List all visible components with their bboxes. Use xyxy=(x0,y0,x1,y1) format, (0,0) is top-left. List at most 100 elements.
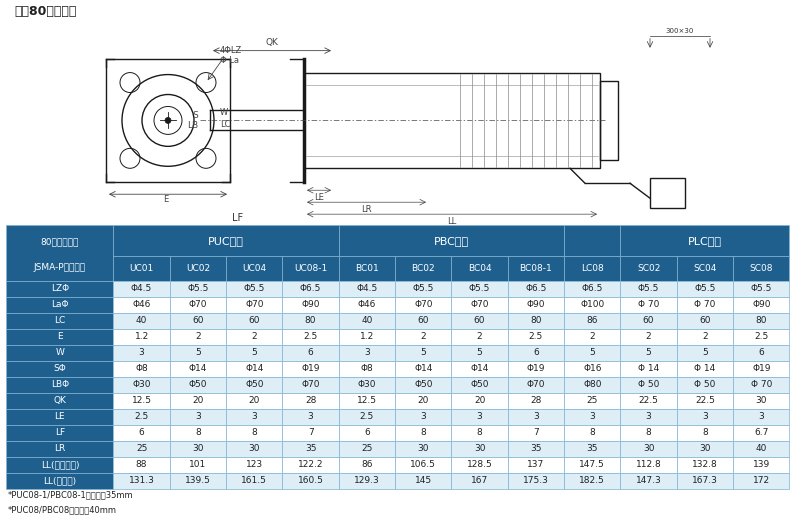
Text: 8: 8 xyxy=(252,428,257,437)
Text: 88: 88 xyxy=(136,461,147,469)
Text: Φ5.5: Φ5.5 xyxy=(694,284,716,293)
Text: 60: 60 xyxy=(418,316,429,325)
Bar xyxy=(170,393,226,409)
Text: 129.3: 129.3 xyxy=(354,476,380,485)
Bar xyxy=(282,393,339,409)
Bar xyxy=(226,457,282,473)
Bar xyxy=(282,361,339,377)
Text: 2: 2 xyxy=(589,333,595,341)
Bar xyxy=(339,409,395,425)
Text: LR: LR xyxy=(55,444,66,453)
Bar xyxy=(508,377,564,393)
Text: LL: LL xyxy=(448,217,456,226)
Bar xyxy=(677,297,733,313)
Text: Φ70: Φ70 xyxy=(527,380,545,390)
Text: 112.8: 112.8 xyxy=(636,461,661,469)
Text: 86: 86 xyxy=(586,316,598,325)
Text: 60: 60 xyxy=(248,316,260,325)
Text: 7: 7 xyxy=(533,428,539,437)
Text: 35: 35 xyxy=(305,444,316,453)
Bar xyxy=(677,393,733,409)
Bar xyxy=(620,329,677,345)
Bar xyxy=(339,256,395,281)
Text: QK: QK xyxy=(54,396,66,405)
Text: 80: 80 xyxy=(305,316,316,325)
Text: LR: LR xyxy=(361,205,372,214)
Bar xyxy=(733,256,789,281)
Bar xyxy=(113,361,170,377)
Text: 80框以下系列: 80框以下系列 xyxy=(40,238,79,247)
Text: 139.5: 139.5 xyxy=(185,476,211,485)
Text: 28: 28 xyxy=(305,396,316,405)
Text: 167.3: 167.3 xyxy=(692,476,718,485)
Text: Φ 14: Φ 14 xyxy=(638,364,659,373)
Bar xyxy=(282,473,339,489)
Bar xyxy=(508,473,564,489)
Bar xyxy=(620,281,677,297)
Text: Φ14: Φ14 xyxy=(471,364,489,373)
Bar xyxy=(452,313,508,329)
Text: Φ5.5: Φ5.5 xyxy=(187,284,209,293)
Bar xyxy=(564,441,620,457)
Text: 6: 6 xyxy=(138,428,145,437)
Text: Φ 50: Φ 50 xyxy=(694,380,716,390)
Text: Φ4.5: Φ4.5 xyxy=(356,284,377,293)
Text: E: E xyxy=(164,195,168,204)
Text: Φ 70: Φ 70 xyxy=(751,380,772,390)
Bar xyxy=(733,409,789,425)
Text: 22.5: 22.5 xyxy=(638,396,659,405)
Text: Φ6.5: Φ6.5 xyxy=(300,284,321,293)
Text: 160.5: 160.5 xyxy=(297,476,324,485)
Text: 2: 2 xyxy=(252,333,257,341)
Text: 6: 6 xyxy=(364,428,370,437)
Text: Φ70: Φ70 xyxy=(245,300,263,309)
Text: 3: 3 xyxy=(645,412,652,421)
Bar xyxy=(113,225,339,256)
Bar xyxy=(452,297,508,313)
Text: Φ14: Φ14 xyxy=(189,364,207,373)
Bar xyxy=(452,256,508,281)
Text: Φ80: Φ80 xyxy=(583,380,601,390)
Bar xyxy=(677,441,733,457)
Bar xyxy=(226,473,282,489)
Bar xyxy=(113,393,170,409)
Text: 6: 6 xyxy=(308,349,313,357)
Text: 25: 25 xyxy=(587,396,598,405)
Text: 30: 30 xyxy=(699,444,710,453)
Bar xyxy=(452,329,508,345)
Bar xyxy=(170,297,226,313)
Bar xyxy=(677,256,733,281)
Text: Φ16: Φ16 xyxy=(583,364,601,373)
Text: BC01: BC01 xyxy=(355,264,379,273)
Text: *PUC08-1/PBC08-1出力轴为35mm: *PUC08-1/PBC08-1出力轴为35mm xyxy=(8,490,134,499)
Bar xyxy=(733,425,789,441)
Text: Φ70: Φ70 xyxy=(189,300,207,309)
Text: 35: 35 xyxy=(530,444,542,453)
Bar xyxy=(170,425,226,441)
Text: 2: 2 xyxy=(477,333,483,341)
Text: Φ90: Φ90 xyxy=(527,300,545,309)
Bar xyxy=(6,409,113,425)
Bar xyxy=(395,425,452,441)
Bar xyxy=(677,345,733,361)
Bar xyxy=(282,345,339,361)
Text: 80: 80 xyxy=(530,316,542,325)
Text: 147.5: 147.5 xyxy=(579,461,605,469)
Bar xyxy=(564,473,620,489)
Bar xyxy=(677,313,733,329)
Bar xyxy=(452,377,508,393)
Bar xyxy=(452,425,508,441)
Bar xyxy=(113,313,170,329)
Text: UC08-1: UC08-1 xyxy=(294,264,327,273)
Text: JSMA-P口口口口: JSMA-P口口口口 xyxy=(34,263,86,271)
Text: LC: LC xyxy=(220,120,230,129)
Bar xyxy=(6,345,113,361)
Bar xyxy=(6,457,113,473)
Text: Φ19: Φ19 xyxy=(752,364,770,373)
Text: Φ50: Φ50 xyxy=(245,380,263,390)
Bar xyxy=(452,345,508,361)
Text: 106.5: 106.5 xyxy=(411,461,436,469)
Bar xyxy=(6,425,113,441)
Bar xyxy=(395,281,452,297)
Text: 145: 145 xyxy=(414,476,432,485)
